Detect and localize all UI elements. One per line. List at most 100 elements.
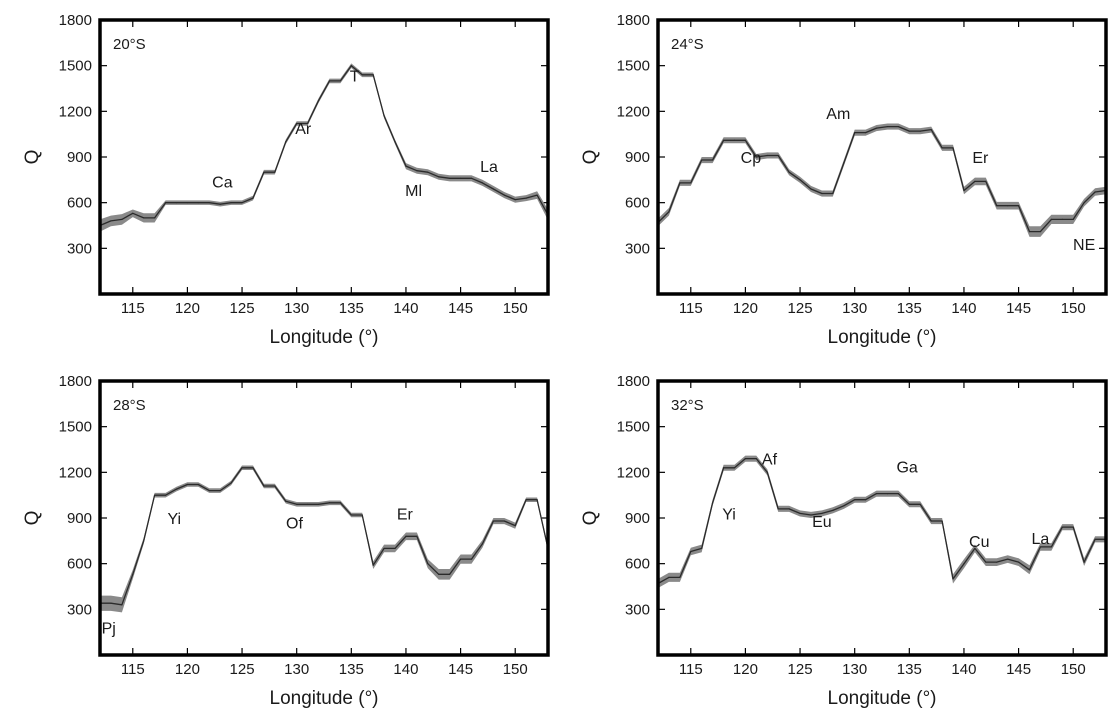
data-point <box>963 563 965 565</box>
x-tick-label: 125 <box>788 661 813 678</box>
data-point <box>843 162 845 164</box>
data-point <box>241 202 243 204</box>
data-point <box>679 182 681 184</box>
y-tick-label: 1800 <box>59 12 92 29</box>
data-point <box>996 561 998 563</box>
x-tick-label: 120 <box>733 300 758 317</box>
y-tick-label: 900 <box>625 149 650 166</box>
data-point <box>974 180 976 182</box>
data-point <box>536 499 538 501</box>
data-point <box>481 543 484 545</box>
data-point <box>712 502 714 504</box>
data-point <box>536 194 538 196</box>
data-point <box>514 199 516 201</box>
data-point <box>897 125 899 128</box>
data-point <box>285 500 287 502</box>
data-point <box>974 547 976 550</box>
data-point <box>985 180 987 182</box>
x-tick-label: 120 <box>175 661 200 678</box>
y-axis-label: Q <box>580 150 601 165</box>
data-point <box>1028 569 1031 571</box>
data-point <box>328 80 331 82</box>
region-annotation: Ga <box>896 459 917 476</box>
q-series-line <box>658 125 1106 233</box>
x-tick-label: 140 <box>951 661 976 678</box>
data-point <box>788 171 790 173</box>
data-point <box>1072 526 1074 528</box>
y-tick-label: 600 <box>625 195 650 212</box>
panel-title: 20°S <box>113 36 146 53</box>
data-point <box>492 188 494 190</box>
region-annotation: Er <box>397 507 414 524</box>
data-point <box>372 564 374 566</box>
data-point <box>525 197 527 199</box>
data-point <box>832 192 834 195</box>
data-point <box>372 74 374 76</box>
data-point <box>1039 230 1042 233</box>
data-point <box>514 525 516 527</box>
y-axis-label: Q <box>22 511 43 526</box>
data-point <box>810 514 812 516</box>
region-annotation: Cu <box>969 534 989 551</box>
x-tick-label: 150 <box>503 300 528 317</box>
data-point <box>317 100 320 102</box>
x-tick-label: 140 <box>393 300 418 317</box>
x-tick-label: 115 <box>679 300 703 317</box>
y-axis-label: Q <box>580 511 601 526</box>
x-tick-label: 135 <box>339 300 364 317</box>
data-point <box>230 202 232 204</box>
panel-title: 28°S <box>113 397 146 414</box>
data-point <box>1039 546 1042 548</box>
x-tick-label: 135 <box>897 300 922 317</box>
data-point <box>1061 526 1063 528</box>
data-point <box>821 512 823 515</box>
data-point <box>810 188 812 190</box>
y-tick-label: 600 <box>67 195 92 212</box>
data-point <box>427 171 429 173</box>
data-point <box>952 578 954 580</box>
x-tick-label: 130 <box>284 661 309 678</box>
data-point <box>722 467 725 469</box>
data-point <box>886 493 889 495</box>
data-point <box>799 512 801 515</box>
data-point <box>110 602 112 604</box>
data-point <box>886 125 889 128</box>
y-tick-label: 1500 <box>59 58 92 75</box>
y-axis-label: Q <box>22 150 43 165</box>
data-point <box>143 540 145 542</box>
y-tick-label: 900 <box>67 510 92 527</box>
x-tick-label: 125 <box>788 300 813 317</box>
data-point <box>963 189 965 192</box>
y-tick-label: 1500 <box>617 58 650 75</box>
data-point <box>438 176 440 178</box>
data-point <box>481 182 484 184</box>
x-tick-label: 150 <box>1061 300 1086 317</box>
y-tick-label: 300 <box>67 601 92 618</box>
panel-title: 24°S <box>671 36 704 53</box>
y-tick-label: 1800 <box>59 373 92 390</box>
uncertainty-band <box>100 465 548 613</box>
data-point <box>733 139 736 141</box>
data-point <box>679 576 681 578</box>
data-point <box>449 177 451 179</box>
data-point <box>350 514 352 516</box>
data-point <box>865 132 867 134</box>
q-series-line <box>100 65 548 227</box>
y-tick-label: 1500 <box>617 419 650 436</box>
data-point <box>154 217 156 219</box>
data-point <box>470 558 473 560</box>
x-tick-label: 140 <box>951 300 976 317</box>
data-point <box>690 550 692 553</box>
data-point <box>285 141 287 143</box>
region-annotation: Ar <box>295 121 312 138</box>
region-annotation: Eu <box>812 514 832 531</box>
x-tick-label: 115 <box>121 661 145 678</box>
data-point <box>744 139 747 141</box>
data-point <box>843 505 845 507</box>
plot-frame <box>656 18 1108 296</box>
y-tick-label: 300 <box>67 240 92 257</box>
data-point <box>854 499 856 501</box>
data-point <box>1083 202 1085 204</box>
data-point <box>121 604 123 606</box>
y-tick-label: 900 <box>67 149 92 166</box>
